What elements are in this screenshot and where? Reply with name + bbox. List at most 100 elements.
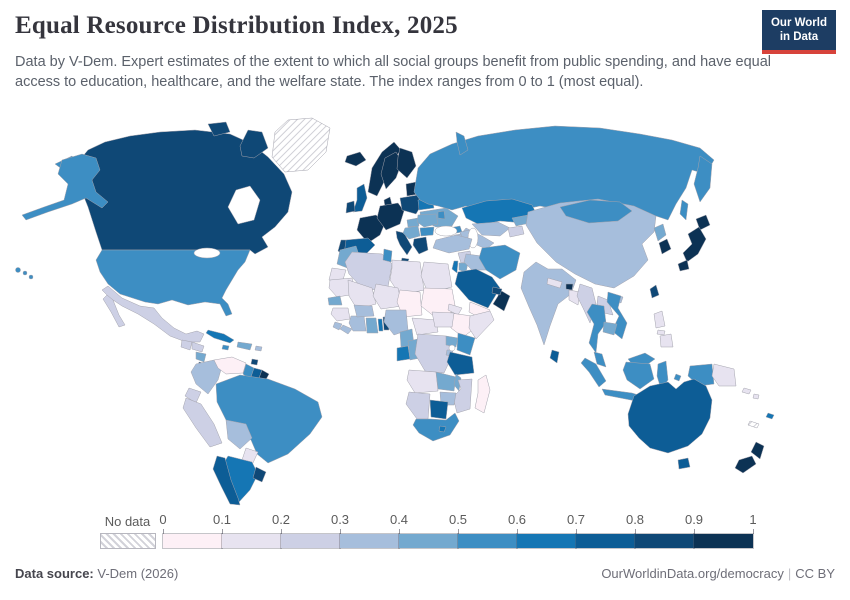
country-moldova[interactable] xyxy=(437,210,446,220)
legend-bin-2[interactable] xyxy=(280,533,341,549)
country-greece[interactable] xyxy=(412,236,429,255)
country-taiwan[interactable] xyxy=(649,284,660,299)
country-finland[interactable] xyxy=(396,147,417,179)
country-balkans[interactable] xyxy=(402,225,421,240)
country-trinidad[interactable] xyxy=(250,358,259,366)
country-honduras[interactable] xyxy=(191,341,205,353)
country-madagascar[interactable] xyxy=(474,374,491,414)
country-chile[interactable] xyxy=(212,455,241,506)
country-sierra-leone[interactable] xyxy=(332,321,343,331)
country-venezuela[interactable] xyxy=(213,356,247,375)
country-solomon-islands[interactable] xyxy=(741,387,752,395)
country-zambia[interactable] xyxy=(435,371,457,392)
country-greenland[interactable] xyxy=(271,117,331,173)
country-united-kingdom[interactable] xyxy=(352,183,368,213)
country-cambodia[interactable] xyxy=(602,321,618,336)
country-north-korea[interactable] xyxy=(653,223,667,242)
country-puerto-rico[interactable] xyxy=(254,345,263,352)
country-central-african-republic[interactable] xyxy=(411,317,439,336)
country-fiji[interactable] xyxy=(765,412,775,420)
country-japan-hokkaido[interactable] xyxy=(695,214,711,231)
country-indonesia-sumatra[interactable] xyxy=(580,357,607,388)
country-sri-lanka[interactable] xyxy=(549,349,560,364)
country-ghana[interactable] xyxy=(365,317,379,334)
country-botswana[interactable] xyxy=(429,399,449,420)
country-australia[interactable] xyxy=(627,378,713,454)
country-united-states-alaska[interactable] xyxy=(21,153,109,221)
country-united-states-hawaii[interactable] xyxy=(28,274,34,280)
country-guatemala[interactable] xyxy=(180,339,193,351)
country-iran[interactable] xyxy=(478,244,521,280)
country-russia-kamchatka[interactable] xyxy=(693,155,713,203)
country-namibia[interactable] xyxy=(405,391,431,420)
legend-bin-9[interactable] xyxy=(693,533,754,549)
country-lesotho[interactable] xyxy=(438,425,447,433)
no-data-swatch[interactable] xyxy=(100,533,156,549)
country-sweden[interactable] xyxy=(380,151,403,190)
country-germany-central-europe[interactable] xyxy=(376,202,405,231)
country-dominican-republic[interactable] xyxy=(236,341,253,351)
country-france[interactable] xyxy=(356,214,386,244)
country-laos[interactable] xyxy=(596,295,614,316)
country-new-zealand-north[interactable] xyxy=(750,441,765,460)
country-senegal[interactable] xyxy=(327,295,343,306)
country-south-korea[interactable] xyxy=(658,238,672,255)
country-tanzania[interactable] xyxy=(446,351,475,376)
country-brazil[interactable] xyxy=(215,374,323,464)
country-indonesia-maluku[interactable] xyxy=(673,373,682,382)
country-angola[interactable] xyxy=(406,369,439,394)
country-iceland[interactable] xyxy=(344,151,367,167)
legend-bin-6[interactable] xyxy=(516,533,577,549)
country-mexico-baja[interactable] xyxy=(102,294,126,328)
country-burkina-faso[interactable] xyxy=(353,304,375,318)
country-japan-kyushu[interactable] xyxy=(677,259,690,272)
legend-bin-5[interactable] xyxy=(457,533,518,549)
country-south-africa[interactable] xyxy=(412,412,460,442)
country-bulgaria[interactable] xyxy=(419,226,435,237)
country-indonesia-kalimantan[interactable] xyxy=(622,361,655,390)
owid-logo[interactable]: Our World in Data xyxy=(761,10,836,54)
country-gabon[interactable] xyxy=(396,345,411,362)
license-link[interactable]: CC BY xyxy=(795,566,835,581)
country-hungary[interactable] xyxy=(406,217,420,228)
country-india[interactable] xyxy=(520,261,577,346)
country-canada-island[interactable] xyxy=(239,129,269,159)
country-mozambique[interactable] xyxy=(452,378,473,414)
country-togo[interactable] xyxy=(377,318,384,332)
country-guinea[interactable] xyxy=(330,307,351,322)
country-tajikistan[interactable] xyxy=(507,225,525,238)
country-russia-novaya-zemlya[interactable] xyxy=(455,131,469,156)
country-uganda[interactable] xyxy=(445,335,459,348)
country-romania[interactable] xyxy=(416,213,439,228)
country-solomon-islands[interactable] xyxy=(752,393,760,400)
legend-bin-1[interactable] xyxy=(221,533,282,549)
country-new-zealand-south[interactable] xyxy=(734,455,757,474)
country-mexico[interactable] xyxy=(101,285,205,343)
country-japan-honshu[interactable] xyxy=(682,226,707,263)
country-ireland[interactable] xyxy=(345,200,356,214)
country-united-states[interactable] xyxy=(95,249,251,317)
country-canada-island[interactable] xyxy=(207,121,231,137)
country-russia-sakhalin[interactable] xyxy=(679,199,689,221)
country-united-states-hawaii[interactable] xyxy=(15,267,21,273)
country-bangladesh[interactable] xyxy=(568,289,581,306)
country-somalia[interactable] xyxy=(468,310,495,340)
country-uruguay[interactable] xyxy=(252,466,267,483)
owid-link[interactable]: OurWorldinData.org/democracy xyxy=(601,566,784,581)
country-vietnam[interactable] xyxy=(606,291,628,340)
country-mongolia[interactable] xyxy=(559,199,633,224)
country-philippines-mindanao[interactable] xyxy=(659,333,674,348)
country-jamaica[interactable] xyxy=(221,344,230,351)
country-uae[interactable] xyxy=(491,286,503,296)
country-nicaragua[interactable] xyxy=(195,351,207,363)
country-malaysia-peninsula[interactable] xyxy=(593,351,607,368)
legend-bin-3[interactable] xyxy=(339,533,400,549)
country-turkey[interactable] xyxy=(432,234,473,254)
country-liberia[interactable] xyxy=(339,324,353,335)
country-oman[interactable] xyxy=(492,289,511,312)
legend-bin-8[interactable] xyxy=(634,533,695,549)
country-tunisia[interactable] xyxy=(382,248,393,263)
country-australia-tasmania[interactable] xyxy=(677,457,691,470)
country-papua-new-guinea[interactable] xyxy=(711,363,737,387)
legend-bin-7[interactable] xyxy=(575,533,636,549)
